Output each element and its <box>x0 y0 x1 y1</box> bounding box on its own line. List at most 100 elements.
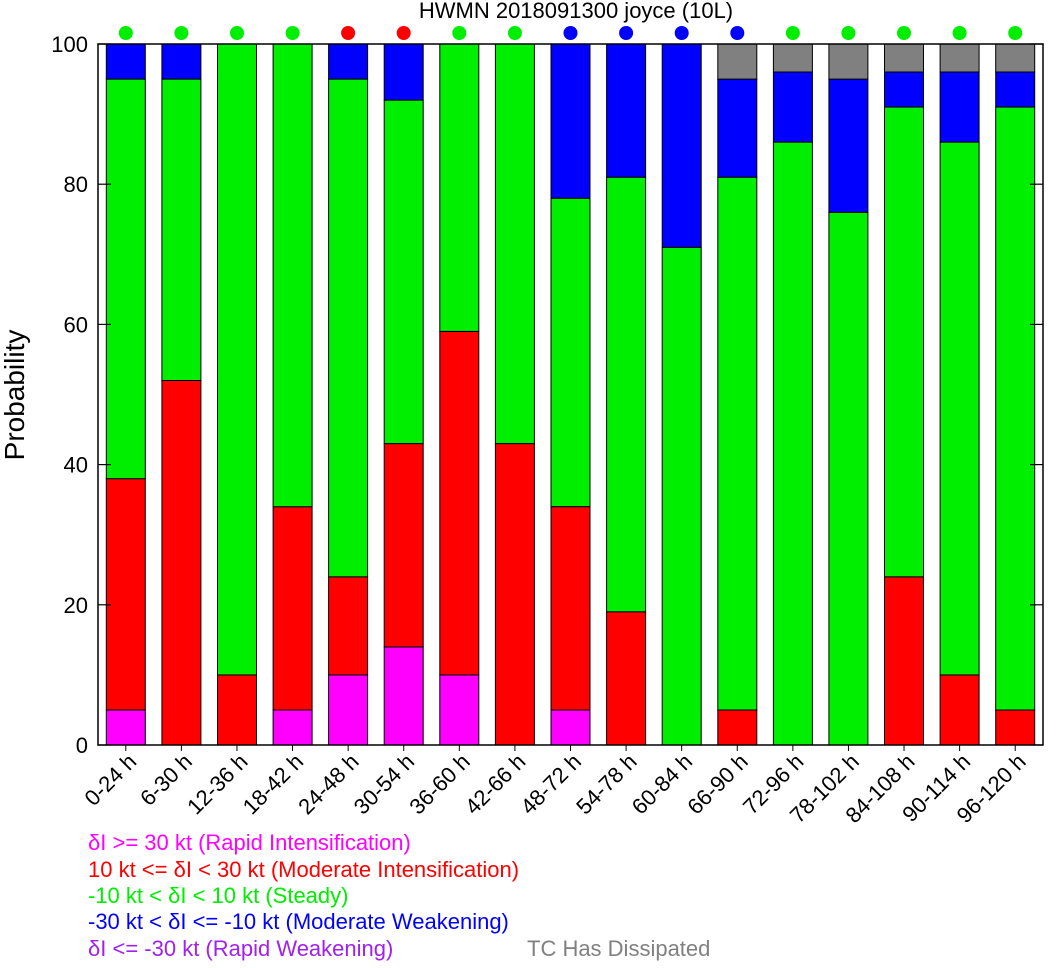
top-marker-dot <box>507 26 522 40</box>
bar-segment-series-5-cat-15 <box>939 43 980 73</box>
bar-segment-series-0-cat-0 <box>105 709 146 746</box>
bar-segment-series-2-cat-11 <box>717 176 758 711</box>
bar-segment-series-2-cat-0 <box>105 78 146 480</box>
bar-segment-series-3-cat-16 <box>995 71 1036 108</box>
bar-segment-series-2-cat-1 <box>161 78 202 381</box>
bar-segment-series-5-cat-12 <box>772 43 813 73</box>
bar-segment-series-2-cat-8 <box>550 197 591 508</box>
bar-segment-series-0-cat-3 <box>272 709 313 746</box>
top-marker-dot <box>952 26 967 40</box>
bar-segment-series-5-cat-13 <box>828 43 869 80</box>
x-tick-label: 24-48 h <box>293 749 363 819</box>
top-marker-dot <box>341 26 356 40</box>
bar-segment-series-5-cat-16 <box>995 43 1036 73</box>
y-tick-label: 100 <box>51 32 88 57</box>
top-marker-dot <box>674 26 689 40</box>
bar-segment-series-1-cat-3 <box>272 506 313 711</box>
bar-segment-series-1-cat-16 <box>995 709 1036 746</box>
bars-group <box>105 43 1036 746</box>
bar-segment-series-1-cat-5 <box>383 443 424 648</box>
bar-segment-series-1-cat-6 <box>439 330 480 676</box>
bar-segment-series-3-cat-5 <box>383 43 424 101</box>
top-marker-dot <box>563 26 578 40</box>
legend-group: δI >= 30 kt (Rapid Intensification)10 kt… <box>88 830 710 961</box>
x-tick-label: 60-84 h <box>627 749 697 819</box>
bar-segment-series-3-cat-9 <box>606 43 647 178</box>
bar-segment-series-2-cat-12 <box>772 141 813 746</box>
legend-entry: -10 kt < δI < 10 kt (Steady) <box>88 883 348 908</box>
bar-segment-series-0-cat-8 <box>550 709 591 746</box>
x-tick-label: 54-78 h <box>571 749 641 819</box>
top-markers-group <box>118 26 1023 40</box>
x-tick-label: 12-36 h <box>182 749 252 819</box>
bar-segment-series-2-cat-14 <box>884 106 924 578</box>
top-marker-dot <box>619 26 634 40</box>
top-marker-dot <box>118 26 133 40</box>
legend-entry: δI >= 30 kt (Rapid Intensification) <box>88 830 411 855</box>
chart-title: HWMN 2018091300 joyce (10L) <box>419 0 733 23</box>
bar-segment-series-1-cat-8 <box>550 506 591 711</box>
bar-segment-series-1-cat-11 <box>717 709 758 746</box>
bar-segment-series-1-cat-14 <box>884 576 924 746</box>
bar-segment-series-3-cat-11 <box>717 78 758 178</box>
legend-entry: δI <= -30 kt (Rapid Weakening) <box>88 936 393 961</box>
bar-segment-series-1-cat-0 <box>105 478 146 711</box>
y-tick-label: 60 <box>64 312 88 337</box>
y-tick-label: 0 <box>76 733 88 758</box>
bar-segment-series-1-cat-1 <box>161 380 202 746</box>
y-tick-label: 40 <box>64 453 88 478</box>
bar-segment-series-3-cat-14 <box>884 71 924 108</box>
x-tick-label: 0-24 h <box>80 749 142 811</box>
bar-segment-series-0-cat-4 <box>328 674 369 746</box>
bar-segment-series-2-cat-2 <box>217 43 257 676</box>
bar-segment-series-3-cat-1 <box>161 43 202 80</box>
bar-segment-series-2-cat-5 <box>383 99 424 445</box>
bar-segment-series-2-cat-4 <box>328 78 369 578</box>
x-tick-label: 42-66 h <box>460 749 530 819</box>
bar-segment-series-0-cat-5 <box>383 646 424 746</box>
bar-segment-series-3-cat-8 <box>550 43 591 199</box>
bar-segment-series-3-cat-13 <box>828 78 869 213</box>
bar-segment-series-2-cat-16 <box>995 106 1036 711</box>
bar-segment-series-2-cat-3 <box>272 43 313 508</box>
top-marker-dot <box>785 26 800 40</box>
x-tick-label: 48-72 h <box>516 749 586 819</box>
bar-segment-series-1-cat-9 <box>606 611 647 746</box>
bar-segment-series-2-cat-9 <box>606 176 647 613</box>
legend-entry: 10 kt <= δI < 30 kt (Moderate Intensific… <box>88 857 519 882</box>
top-marker-dot <box>897 26 911 40</box>
bar-segment-series-3-cat-4 <box>328 43 369 80</box>
legend-entry: -30 kt < δI <= -10 kt (Moderate Weakenin… <box>88 909 509 934</box>
top-marker-dot <box>396 26 411 40</box>
bar-segment-series-2-cat-15 <box>939 141 980 676</box>
top-marker-dot <box>230 26 244 40</box>
bar-segment-series-5-cat-14 <box>884 43 924 73</box>
x-tick-label: 30-54 h <box>349 749 419 819</box>
top-marker-dot <box>174 26 189 40</box>
bar-segment-series-1-cat-15 <box>939 674 980 746</box>
bar-segment-series-2-cat-7 <box>494 43 535 445</box>
top-marker-dot <box>841 26 856 40</box>
bar-segment-series-1-cat-2 <box>217 674 257 746</box>
y-tick-label: 80 <box>64 172 88 197</box>
x-tick-label: 36-60 h <box>404 749 474 819</box>
bar-segment-series-3-cat-12 <box>772 71 813 143</box>
bar-segment-series-2-cat-13 <box>828 211 869 746</box>
bar-segment-series-3-cat-10 <box>661 43 702 248</box>
bar-segment-series-5-cat-11 <box>717 43 758 80</box>
bar-segment-series-1-cat-7 <box>494 443 535 746</box>
top-marker-dot <box>285 26 300 40</box>
top-marker-dot <box>1008 26 1023 40</box>
bar-segment-series-2-cat-10 <box>661 246 702 746</box>
top-marker-dot <box>730 26 745 40</box>
legend-entry: TC Has Dissipated <box>527 936 710 961</box>
bar-segment-series-1-cat-4 <box>328 576 369 676</box>
top-marker-dot <box>452 26 467 40</box>
x-tick-label: 18-42 h <box>238 749 308 819</box>
bar-segment-series-0-cat-6 <box>439 674 480 746</box>
x-tick-label: 66-90 h <box>682 749 752 819</box>
bar-segment-series-3-cat-15 <box>939 71 980 143</box>
bar-segment-series-2-cat-6 <box>439 43 480 332</box>
bar-segment-series-3-cat-0 <box>105 43 146 80</box>
